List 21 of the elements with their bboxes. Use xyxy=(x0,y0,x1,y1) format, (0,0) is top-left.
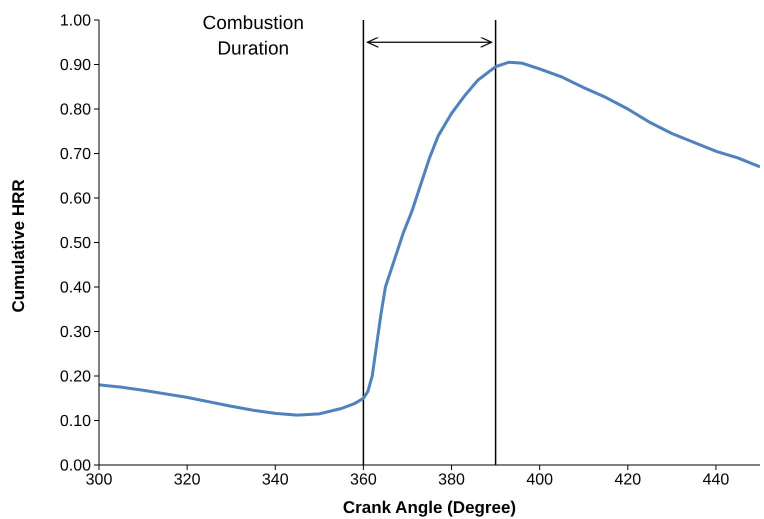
x-tick-label: 400 xyxy=(526,471,554,488)
y-tick-label: 0.10 xyxy=(60,413,92,430)
y-axis-title: Cumulative HRR xyxy=(9,179,28,312)
y-tick-label: 0.30 xyxy=(60,324,92,342)
y-tick-label: 0.50 xyxy=(60,235,92,252)
y-tick-label: 0.70 xyxy=(60,146,92,164)
y-tick-label: 0.80 xyxy=(60,102,92,119)
annotation: Combustion Duration xyxy=(202,12,304,60)
x-tick-label: 320 xyxy=(174,471,201,488)
x-tick-label: 360 xyxy=(350,471,377,488)
y-tick-label: 0.90 xyxy=(60,57,92,74)
x-tick-label: 440 xyxy=(702,471,730,488)
y-tick-label: 0.20 xyxy=(60,368,92,386)
x-tick-label: 420 xyxy=(614,471,642,488)
y-tick-label: 1.00 xyxy=(60,12,92,30)
x-tick-label: 380 xyxy=(438,471,465,488)
x-axis-title: Crank Angle (Degree) xyxy=(342,498,516,517)
y-tick-label: 0.60 xyxy=(60,190,92,208)
x-tick-label: 340 xyxy=(262,471,289,488)
line-series xyxy=(99,60,760,417)
y-tick-label: 0.40 xyxy=(60,280,92,297)
